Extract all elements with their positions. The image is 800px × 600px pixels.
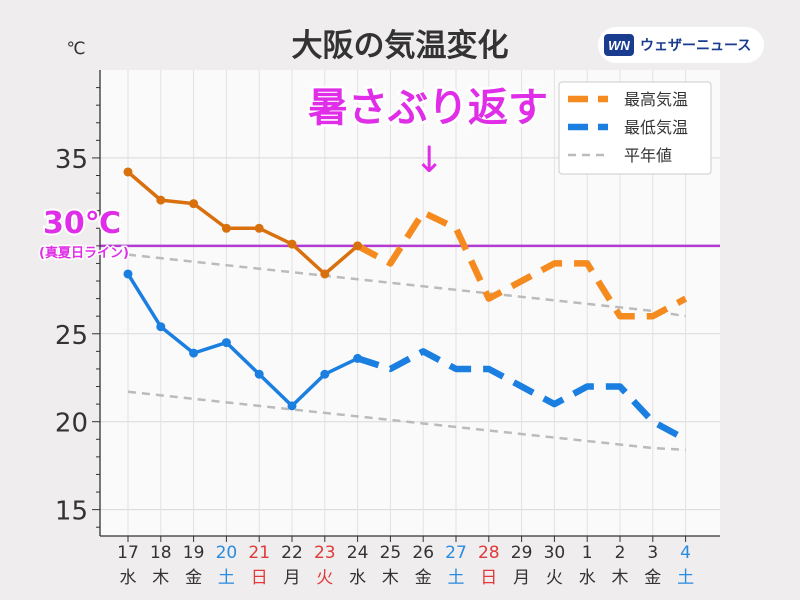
min-observed-point [221,338,231,348]
x-tick-day: 27 [445,543,467,563]
x-tick-weekday: 木 [152,568,169,588]
max-observed-point [189,199,199,209]
x-tick-weekday: 月 [284,568,301,588]
x-tick-weekday: 金 [185,568,202,588]
x-tick-weekday: 金 [415,568,432,588]
annotation-text: 暑さぶり返す [308,85,548,131]
annotation-arrow: ↓ [414,140,444,181]
min-observed-point [287,401,297,411]
max-observed-point [123,167,133,177]
x-tick-day: 22 [281,543,303,563]
min-forecast-line [356,348,688,443]
weathernews-logo-icon: WN [604,34,634,56]
min-observed-point [254,369,264,379]
x-tick-weekday: 土 [218,568,235,588]
legend-normal-label: 平年値 [624,146,672,165]
x-tick-day: 23 [314,543,336,563]
series-lines [123,167,688,443]
unit-label: ℃ [66,39,85,59]
x-tick-day: 19 [183,543,205,563]
min-observed-point [320,369,330,379]
x-tick-weekday: 木 [612,568,629,588]
x-tick-day: 29 [511,543,533,563]
x-tick-weekday: 月 [513,568,530,588]
normal-line [127,253,686,318]
x-tick-weekday: 日 [480,568,497,588]
max-observed-point [353,241,363,251]
x-tick-weekday: 水 [349,568,366,588]
x-tick-weekday: 水 [579,568,596,588]
min-observed-point [353,353,363,363]
x-tick-day: 3 [647,543,658,563]
max-observed-point [156,195,166,205]
y-tick-label: 35 [55,145,88,175]
y-tick-label: 20 [55,409,88,439]
x-tick-day: 18 [150,543,172,563]
max-observed-point [320,269,330,279]
axes [92,70,720,542]
x-tick-day: 20 [216,543,238,563]
x-tick-weekday: 火 [316,568,333,588]
max-observed-line [126,170,359,276]
x-tick-weekday: 木 [382,568,399,588]
min-observed-point [123,269,133,279]
x-tick-day: 25 [380,543,402,563]
x-tick-day: 26 [412,543,434,563]
x-tick-weekday: 火 [546,568,563,588]
brand-badge: WN ウェザーニュース [598,27,764,63]
legend-box [558,81,712,175]
y-tick-label: 25 [55,321,88,351]
x-tick-day: 30 [544,543,566,563]
min-observed-line [126,273,359,408]
legend-max-label: 最高気温 [624,90,688,109]
min-observed-point [156,322,166,332]
legend-min-label: 最低気温 [624,118,688,137]
chart-labels: 大阪の気温変化℃1520253517水18木19金20土21日22月23火24水… [38,28,695,588]
x-tick-day: 4 [680,543,691,563]
max-observed-point [221,223,231,233]
x-tick-day: 28 [478,543,500,563]
x-tick-day: 17 [117,543,139,563]
x-tick-day: 1 [582,543,593,563]
max-observed-point [287,239,297,249]
x-tick-day: 21 [248,543,270,563]
x-tick-weekday: 日 [251,568,268,588]
reference-line-sublabel: (真夏日ライン) [39,245,129,261]
y-tick-label: 15 [55,497,88,527]
x-tick-weekday: 土 [448,568,465,588]
max-observed-point [254,223,264,233]
chart-title: 大阪の気温変化 [292,28,509,64]
brand-name: ウェザーニュース [640,38,752,54]
normal-line [127,390,686,452]
reference-line-label: 30℃ [43,206,121,241]
x-tick-day: 24 [347,543,369,563]
normal-lines [127,253,686,452]
x-tick-weekday: 金 [644,568,661,588]
gridlines [100,70,720,536]
x-tick-weekday: 土 [677,568,694,588]
min-observed-point [189,348,199,358]
x-tick-weekday: 水 [120,568,137,588]
max-forecast-line [356,209,688,320]
x-tick-day: 2 [615,543,626,563]
